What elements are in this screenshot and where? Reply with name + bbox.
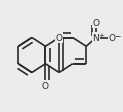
Text: O: O <box>108 34 115 43</box>
Text: N: N <box>93 34 99 43</box>
Text: O: O <box>56 34 63 43</box>
Text: O: O <box>92 19 100 28</box>
Text: +: + <box>98 33 104 39</box>
Text: −: − <box>114 32 120 41</box>
Text: O: O <box>42 81 49 90</box>
